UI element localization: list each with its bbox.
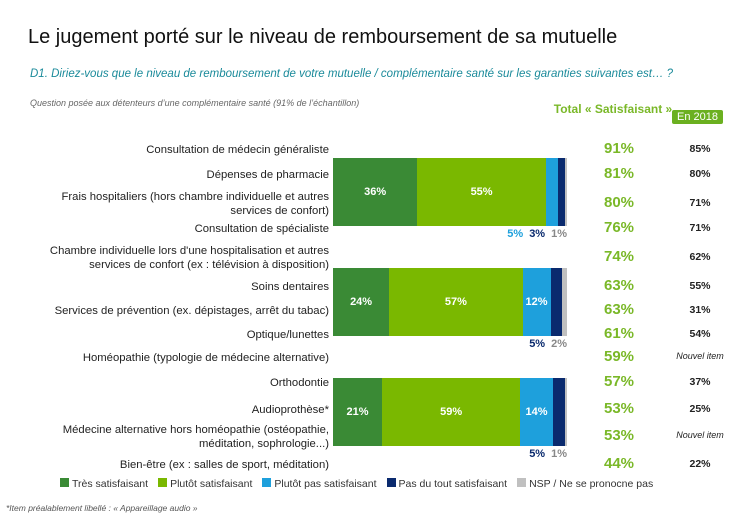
question-text: D1. Diriez-vous que le niveau de rembour… [30, 68, 674, 80]
total-value: 81% [603, 165, 635, 182]
row-label: Orthodontie [269, 377, 329, 389]
row-label: Médecine alternative hors homéopathie (o… [62, 424, 329, 450]
bar-segment: 59% [382, 378, 521, 446]
stacked-bar: 21% 59% 14% 5% 1% [333, 378, 567, 460]
data-label: 1% [551, 228, 567, 240]
legend-label: NSP / Ne se pronocne pas [529, 478, 654, 490]
stacked-bar: 24% 57% 12% 5% 2% [333, 268, 567, 350]
value-2018: Nouvel item [676, 430, 724, 440]
bar-segment [550, 268, 563, 336]
total-header: Total « Satisfaisant » [553, 102, 673, 116]
data-label: 5% [529, 448, 546, 460]
value-2018: 80% [689, 168, 711, 180]
value-2018: 22% [689, 458, 711, 470]
legend-label: Plutôt pas satisfaisant [274, 478, 377, 490]
legend-item: Plutôt satisfaisant [158, 478, 252, 490]
data-label: 12% [525, 296, 548, 308]
legend-label: Plutôt satisfaisant [170, 478, 253, 490]
data-label: 2% [551, 338, 567, 350]
legend-swatch [262, 478, 272, 487]
bar-segment [552, 378, 565, 446]
subtitle: Question posée aux détenteurs d’une comp… [30, 98, 360, 108]
data-label: 21% [346, 406, 369, 418]
row-label: Consultation de spécialiste [194, 223, 329, 235]
total-value: 44% [603, 455, 635, 472]
row-label: Soins dentaires [251, 281, 329, 293]
data-label: 1% [551, 448, 567, 460]
data-label: 24% [350, 296, 373, 308]
value-2018: Nouvel item [676, 351, 724, 361]
row-label: Audioprothèse* [251, 404, 329, 416]
row-label: Dépenses de pharmacie [206, 169, 329, 181]
bar-segment: 14% [520, 378, 553, 446]
row-label: Chambre individuelle lors d'une hospital… [49, 245, 329, 271]
stacked-bar: 36% 55% 5% 3% 1% [333, 158, 567, 240]
row-label: Frais hospitaliers (hors chambre individ… [61, 191, 329, 217]
value-2018: 71% [689, 197, 711, 209]
year-header: En 2018 [672, 110, 723, 124]
bar-segment: 57% [389, 268, 523, 336]
total-value: 80% [603, 194, 635, 211]
total-value: 76% [603, 219, 635, 236]
bar-segment: 21% [333, 378, 383, 446]
bar-segment [562, 268, 567, 336]
legend-swatch [517, 478, 527, 487]
row-label: Consultation de médecin généraliste [146, 144, 329, 156]
legend: Très satisfaisant Plutôt satisfaisant Plut… [60, 478, 653, 490]
total-value: 53% [603, 400, 635, 417]
data-label: 57% [444, 296, 467, 308]
legend-swatch [60, 478, 69, 487]
bar-segment [564, 158, 567, 226]
total-value: 53% [603, 427, 635, 444]
total-value: 63% [603, 277, 635, 294]
bar-segment: 12% [522, 268, 551, 336]
value-2018: 85% [689, 143, 711, 155]
value-2018: 25% [689, 403, 711, 415]
row-label: Homéopathie (typologie de médecine alter… [82, 352, 329, 364]
footnote: *Item préalablement libellé : « Appareil… [6, 503, 198, 513]
row-label: Services de prévention (ex. dépistages, … [54, 305, 329, 317]
bar-segment: 36% [333, 158, 418, 226]
total-value: 74% [603, 248, 635, 265]
legend-swatch [158, 478, 168, 487]
total-value: 59% [603, 348, 635, 365]
value-2018: 71% [689, 222, 711, 234]
legend-label: Pas du tout satisfaisant [398, 478, 508, 490]
data-label: 36% [364, 186, 387, 198]
total-value: 63% [603, 301, 635, 318]
value-2018: 62% [689, 251, 711, 263]
row-label: Bien-être (ex : salles de sport, méditat… [119, 459, 329, 471]
bar-segment [545, 158, 558, 226]
legend-item: NSP / Ne se pronocne pas [517, 478, 653, 490]
legend-swatch [386, 478, 396, 487]
data-label: 3% [529, 228, 546, 240]
legend-item: Plutôt pas satisfaisant [262, 478, 377, 490]
small-segment-labels: 5% 1% [529, 448, 567, 460]
data-label: 55% [470, 186, 493, 198]
bar-segment [564, 378, 567, 446]
bar-segment: 24% [333, 268, 390, 336]
bar-segment [557, 158, 565, 226]
legend-item: Pas du tout satisfaisant [386, 478, 508, 490]
total-value: 61% [603, 325, 635, 342]
data-label: 5% [529, 338, 546, 350]
value-2018: 54% [689, 328, 711, 340]
small-segment-labels: 5% 2% [529, 338, 567, 350]
value-2018: 55% [689, 280, 711, 292]
data-label: 59% [440, 406, 463, 418]
total-value: 57% [603, 373, 635, 390]
page-title: Le jugement porté sur le niveau de rembo… [28, 26, 618, 48]
value-2018: 37% [689, 376, 711, 388]
legend-item: Très satisfaisant [60, 478, 148, 490]
bar-segment: 55% [417, 158, 546, 226]
data-label: 14% [525, 406, 548, 418]
value-2018: 31% [689, 304, 711, 316]
row-label: Optique/lunettes [246, 329, 329, 341]
legend-label: Très satisfaisant [72, 478, 149, 490]
data-label: 5% [507, 228, 524, 240]
total-value: 91% [603, 140, 635, 157]
small-segment-labels: 5% 3% 1% [507, 228, 567, 240]
